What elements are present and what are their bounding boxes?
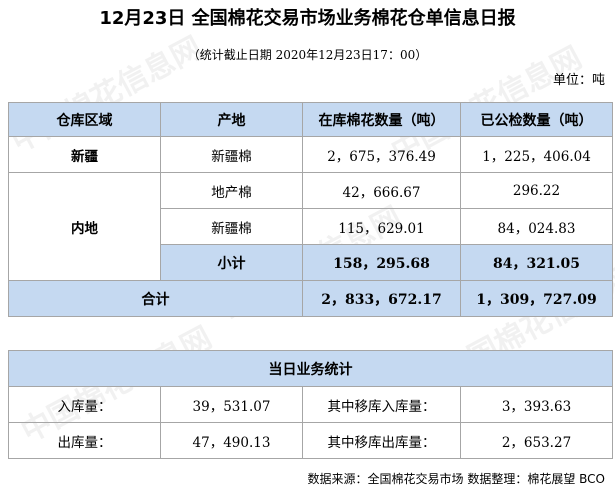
daily-header: 当日业务统计	[8, 350, 613, 387]
origin-cell: 新疆棉	[160, 208, 303, 245]
stock-cell: 2，675，376.49	[302, 136, 461, 173]
stock-cell: 42，666.67	[302, 172, 461, 209]
transfer-in-value: 3，393.63	[460, 386, 613, 423]
origin-cell: 新疆棉	[160, 136, 303, 173]
report-title: 12月23日 全国棉花交易市场业务棉花仓单信息日报	[99, 8, 516, 29]
origin-cell: 地产棉	[160, 172, 303, 209]
subtotal-inspected: 84，321.05	[460, 244, 613, 281]
transfer-in-label: 其中移库入库量：	[302, 386, 461, 423]
transfer-out-label: 其中移库出库量：	[302, 422, 461, 459]
transfer-out-value: 2，653.27	[460, 422, 613, 459]
out-label: 出库量：	[8, 422, 161, 459]
inspected-cell: 1，225，406.04	[460, 136, 613, 173]
total-label: 合计	[8, 280, 303, 317]
subtotal-stock: 158，295.68	[302, 244, 461, 281]
header-origin: 产地	[160, 102, 303, 137]
header-inspected: 已公检数量（吨）	[460, 102, 613, 137]
subtotal-label: 小计	[160, 244, 303, 281]
region-xinjiang: 新疆	[8, 136, 161, 173]
unit-label: 单位：吨	[552, 73, 605, 88]
inspected-cell: 296.22	[460, 172, 613, 209]
total-inspected: 1，309，727.09	[460, 280, 613, 317]
data-source: 数据来源：全国棉花交易市场 数据整理：棉花展望 BCO	[307, 472, 605, 486]
in-value: 39，531.07	[160, 386, 303, 423]
report-subtitle: （统计截止日期 2020年12月23日17：00）	[187, 48, 428, 62]
total-stock: 2，833，672.17	[302, 280, 461, 317]
stock-cell: 115，629.01	[302, 208, 461, 245]
warehouse-table: 仓库区域 产地 在库棉花数量（吨） 已公检数量（吨） 新疆 新疆棉 2，675，…	[8, 102, 613, 317]
header-stock: 在库棉花数量（吨）	[302, 102, 461, 137]
in-label: 入库量：	[8, 386, 161, 423]
daily-stats-table: 当日业务统计 入库量： 39，531.07 其中移库入库量： 3，393.63 …	[8, 350, 613, 459]
inspected-cell: 84，024.83	[460, 208, 613, 245]
out-value: 47，490.13	[160, 422, 303, 459]
region-inland: 内地	[8, 172, 161, 281]
header-region: 仓库区域	[8, 102, 161, 137]
